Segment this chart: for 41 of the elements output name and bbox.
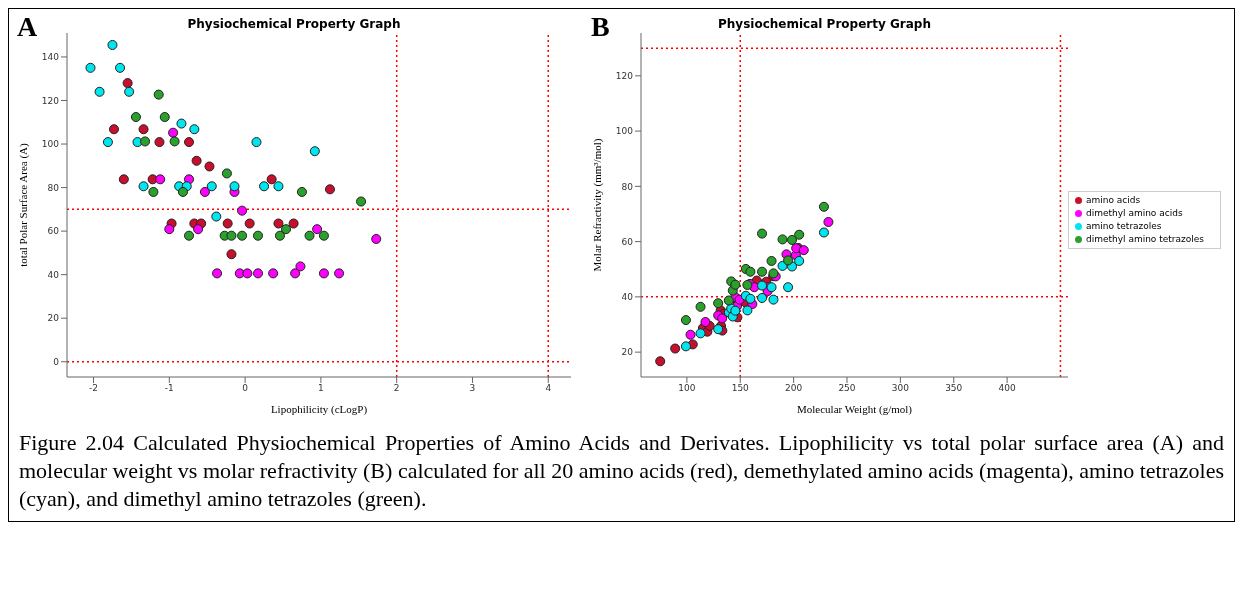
y-tick-label: 60 xyxy=(47,226,60,237)
x-tick-label: 250 xyxy=(838,383,856,394)
x-tick-label: 150 xyxy=(731,383,750,394)
text: B xyxy=(591,11,610,43)
x-tick-label: 1 xyxy=(318,383,324,394)
y-tick-label: 100 xyxy=(615,126,634,137)
x-tick-label: 0 xyxy=(242,383,249,394)
y-tick-label: 20 xyxy=(621,347,634,358)
y-tick-label: 120 xyxy=(615,71,634,82)
y-tick-label: 40 xyxy=(621,292,634,303)
legend-label: amino acids xyxy=(1085,195,1141,205)
y-tick-label: 140 xyxy=(41,52,60,63)
y-tick-label: 20 xyxy=(47,313,60,324)
y-tick-label: 40 xyxy=(47,269,60,280)
x-axis-title: Molecular Weight (g/mol) xyxy=(796,403,913,416)
x-tick-label: 4 xyxy=(545,383,552,394)
y-tick-label: 80 xyxy=(47,182,60,193)
x-tick-label: 2 xyxy=(393,383,400,394)
x-tick-label: 200 xyxy=(785,383,803,394)
y-axis-title: total Polar Surface Area (A) xyxy=(16,142,30,267)
y-tick-label: 60 xyxy=(621,236,634,247)
y-tick-label: 120 xyxy=(41,95,60,106)
text: A xyxy=(17,11,38,43)
x-axis-title: Lipophilicity (cLogP) xyxy=(270,403,368,416)
x-tick-label: -1 xyxy=(164,383,174,394)
y-tick-label: 80 xyxy=(621,181,634,192)
x-tick-label: 400 xyxy=(998,383,1016,394)
x-tick-label: 350 xyxy=(945,383,963,394)
legend-label: dimethyl amino tetrazoles xyxy=(1085,234,1204,244)
chart-title: Physiochemical Property Graph xyxy=(187,17,401,31)
y-tick-label: 0 xyxy=(53,356,60,367)
legend-label: amino tetrazoles xyxy=(1085,221,1162,231)
y-axis-title: Molar Refractivity (mm³/mol) xyxy=(590,138,604,272)
chart-title: Physiochemical Property Graph xyxy=(718,17,931,31)
caption: Figure 2.04 Calculated Physiochemical Properties of Amino Acids and Derivates. Lipophilicity vs total polar surface area (A) and molecular weight vs molar refractivity (B) calculated for all 20 amino acids (red), demethylated amino acids (magenta), amino tetrazoles (cyan), and dimethyl amino tetrazoles (green). xyxy=(18,429,1225,513)
x-tick-label: 300 xyxy=(891,383,910,394)
x-tick-label: -2 xyxy=(89,383,99,394)
x-tick-label: 100 xyxy=(678,383,696,394)
legend-label: dimethyl amino acids xyxy=(1085,208,1183,218)
x-tick-label: 3 xyxy=(469,383,476,394)
y-tick-label: 100 xyxy=(41,139,60,150)
